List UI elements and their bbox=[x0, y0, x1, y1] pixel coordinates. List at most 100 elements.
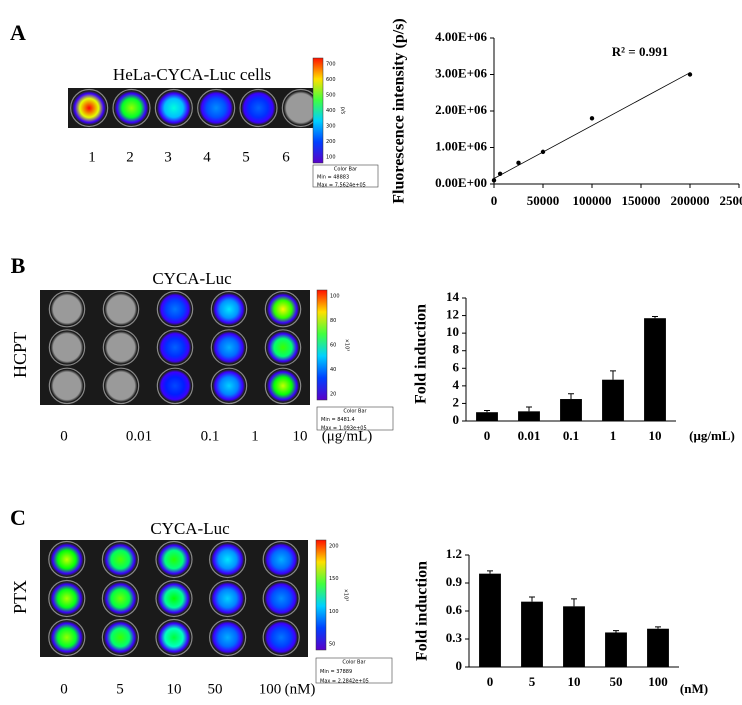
well bbox=[156, 290, 194, 328]
well bbox=[212, 331, 246, 364]
well-label: 50 bbox=[208, 681, 223, 697]
well bbox=[262, 579, 300, 618]
well bbox=[210, 329, 248, 366]
color-bar-tick: 400 bbox=[326, 108, 336, 114]
well bbox=[48, 290, 86, 328]
y-axis-title: Fold induction bbox=[414, 561, 431, 661]
well bbox=[50, 331, 84, 364]
color-bar-text: Color Bar bbox=[343, 409, 367, 415]
color-bar-text: Max = 1.093e+05 bbox=[321, 426, 367, 432]
well bbox=[211, 582, 245, 615]
bar bbox=[647, 628, 669, 667]
color-bar-tick: 100 bbox=[330, 294, 340, 300]
bar bbox=[479, 573, 501, 667]
well bbox=[48, 540, 86, 579]
bar bbox=[644, 318, 666, 421]
color-bar-text: Min = 37889 bbox=[320, 669, 352, 675]
color-bar-tick: 100 bbox=[329, 609, 339, 615]
well bbox=[102, 290, 140, 328]
bar bbox=[560, 399, 582, 421]
color-bar-unit: ×10³ bbox=[344, 339, 350, 352]
bar bbox=[563, 606, 585, 667]
row-label: HCPT bbox=[10, 332, 30, 378]
y-tick-label: 2 bbox=[453, 394, 460, 409]
well bbox=[197, 88, 236, 128]
color-bar-tick: 20 bbox=[330, 392, 336, 398]
y-tick-label: 0.3 bbox=[446, 630, 463, 645]
well-label: 100 bbox=[259, 681, 282, 697]
color-bar-text: Max = 7.5624e+05 bbox=[317, 183, 366, 189]
well bbox=[262, 618, 300, 657]
x-tick-label: 50000 bbox=[527, 193, 560, 208]
data-point bbox=[497, 171, 503, 176]
well bbox=[266, 293, 300, 326]
x-tick-label: 0.01 bbox=[518, 428, 541, 443]
well bbox=[157, 543, 191, 576]
well bbox=[156, 367, 194, 405]
y-tick-label: 0 bbox=[456, 658, 463, 673]
y-tick-label: 4.00E+06 bbox=[435, 29, 487, 44]
error-bar bbox=[652, 315, 658, 319]
x-tick-label: 0 bbox=[487, 674, 494, 689]
well-label: 1 bbox=[88, 149, 96, 165]
x-tick-label: 0 bbox=[484, 428, 491, 443]
well bbox=[262, 540, 300, 579]
well bbox=[157, 621, 191, 654]
well bbox=[283, 91, 318, 125]
color-bar-tick: 200 bbox=[329, 544, 339, 550]
well-label: 3 bbox=[164, 149, 172, 165]
well bbox=[264, 367, 302, 405]
error-bar bbox=[487, 570, 493, 574]
x-tick-label: 1 bbox=[610, 428, 617, 443]
well bbox=[103, 582, 137, 615]
y-tick-label: 2.00E+06 bbox=[435, 102, 487, 117]
error-bar bbox=[568, 393, 574, 400]
x-tick-label: 10 bbox=[649, 428, 662, 443]
y-tick-label: 14 bbox=[446, 289, 460, 304]
data-point bbox=[589, 116, 595, 121]
well bbox=[103, 543, 137, 576]
y-tick-label: 0.00E+00 bbox=[435, 175, 487, 190]
well bbox=[104, 369, 138, 403]
well bbox=[50, 293, 84, 326]
bar bbox=[521, 601, 543, 667]
image-title: CYCA-Luc bbox=[152, 269, 232, 288]
y-tick-label: 1.00E+06 bbox=[435, 138, 487, 153]
well-label: 4 bbox=[203, 149, 211, 165]
well bbox=[264, 582, 298, 615]
well bbox=[210, 290, 248, 328]
color-bar bbox=[316, 289, 328, 401]
well-label: 2 bbox=[126, 149, 134, 165]
color-bar-tick: 200 bbox=[326, 139, 336, 145]
color-bar-tick: 100 bbox=[326, 155, 336, 161]
well bbox=[112, 88, 151, 128]
panel-label: C bbox=[10, 505, 26, 530]
bar bbox=[518, 411, 540, 421]
well bbox=[241, 91, 276, 125]
y-tick-label: 0.6 bbox=[446, 602, 463, 617]
well bbox=[209, 540, 247, 579]
well bbox=[101, 618, 140, 657]
error-bar bbox=[571, 598, 577, 607]
x-tick-label: 0 bbox=[491, 193, 498, 208]
color-bar-tick: 600 bbox=[326, 77, 336, 83]
well bbox=[50, 621, 84, 654]
error-bar bbox=[655, 626, 661, 629]
color-bar-text: Color Bar bbox=[342, 660, 366, 666]
well bbox=[72, 91, 107, 125]
color-bar-unit: p/s bbox=[340, 107, 346, 115]
color-bar bbox=[315, 539, 327, 651]
color-bar-tick: 500 bbox=[326, 93, 336, 99]
well-label: (nM) bbox=[285, 681, 316, 697]
panel-label: B bbox=[11, 253, 26, 278]
data-point bbox=[516, 160, 521, 166]
well bbox=[211, 621, 245, 654]
well-label: 10 bbox=[293, 428, 308, 444]
well bbox=[155, 618, 193, 657]
well bbox=[104, 293, 138, 326]
well bbox=[266, 369, 300, 403]
well bbox=[50, 369, 84, 403]
color-bar-box bbox=[316, 406, 394, 431]
x-tick-label: 250000 bbox=[720, 193, 742, 208]
well bbox=[103, 621, 137, 654]
